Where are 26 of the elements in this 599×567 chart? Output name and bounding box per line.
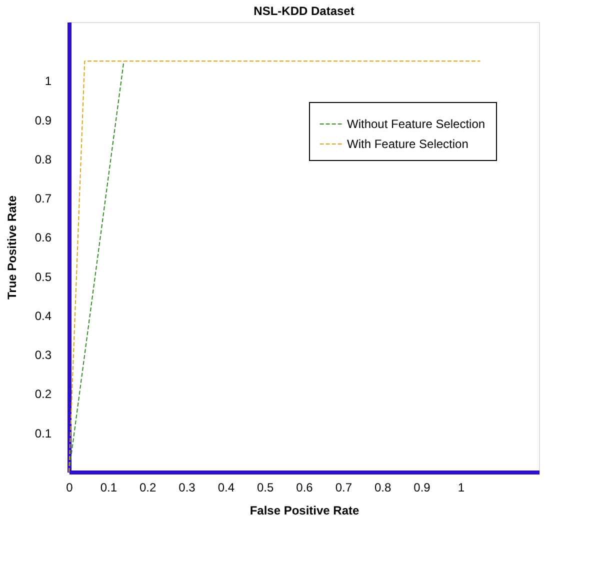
y-tick-label: 0.1 (34, 426, 52, 440)
x-tick-label: 0.3 (178, 480, 196, 494)
y-tick-label: 0.9 (34, 113, 52, 128)
y-tick-label: 0.3 (34, 348, 52, 362)
y-tick-label: 0.4 (34, 308, 52, 323)
y-tick-label: 0.5 (34, 270, 52, 284)
y-tick-label: 0.7 (34, 192, 52, 206)
x-tick-label: 0.8 (374, 480, 392, 494)
legend-label: Without Feature Selection (347, 117, 486, 131)
x-tick-label: 0.9 (414, 480, 431, 494)
legend-label: With Feature Selection (347, 137, 468, 151)
y-tick-label: 0.8 (34, 152, 52, 166)
x-axis-title: False Positive Rate (250, 504, 360, 518)
y-axis-title: True Positive Rate (4, 195, 19, 300)
y-tick-label: 0.6 (34, 230, 52, 245)
x-tick-label: 0.2 (139, 480, 156, 494)
x-tick-label: 1 (458, 480, 465, 494)
x-tick-label: 0.4 (218, 480, 235, 494)
y-tick-label: 1 (44, 74, 52, 88)
x-tick-label: 0.7 (335, 480, 352, 494)
x-tick-label: 0.6 (296, 480, 314, 494)
y-tick-label: 0.2 (34, 387, 52, 402)
x-tick-label: 0.5 (256, 480, 274, 494)
chart-title: NSL-KDD Dataset (254, 4, 354, 18)
x-tick-label: 0 (66, 480, 74, 494)
x-tick-label: 0.1 (100, 480, 118, 494)
